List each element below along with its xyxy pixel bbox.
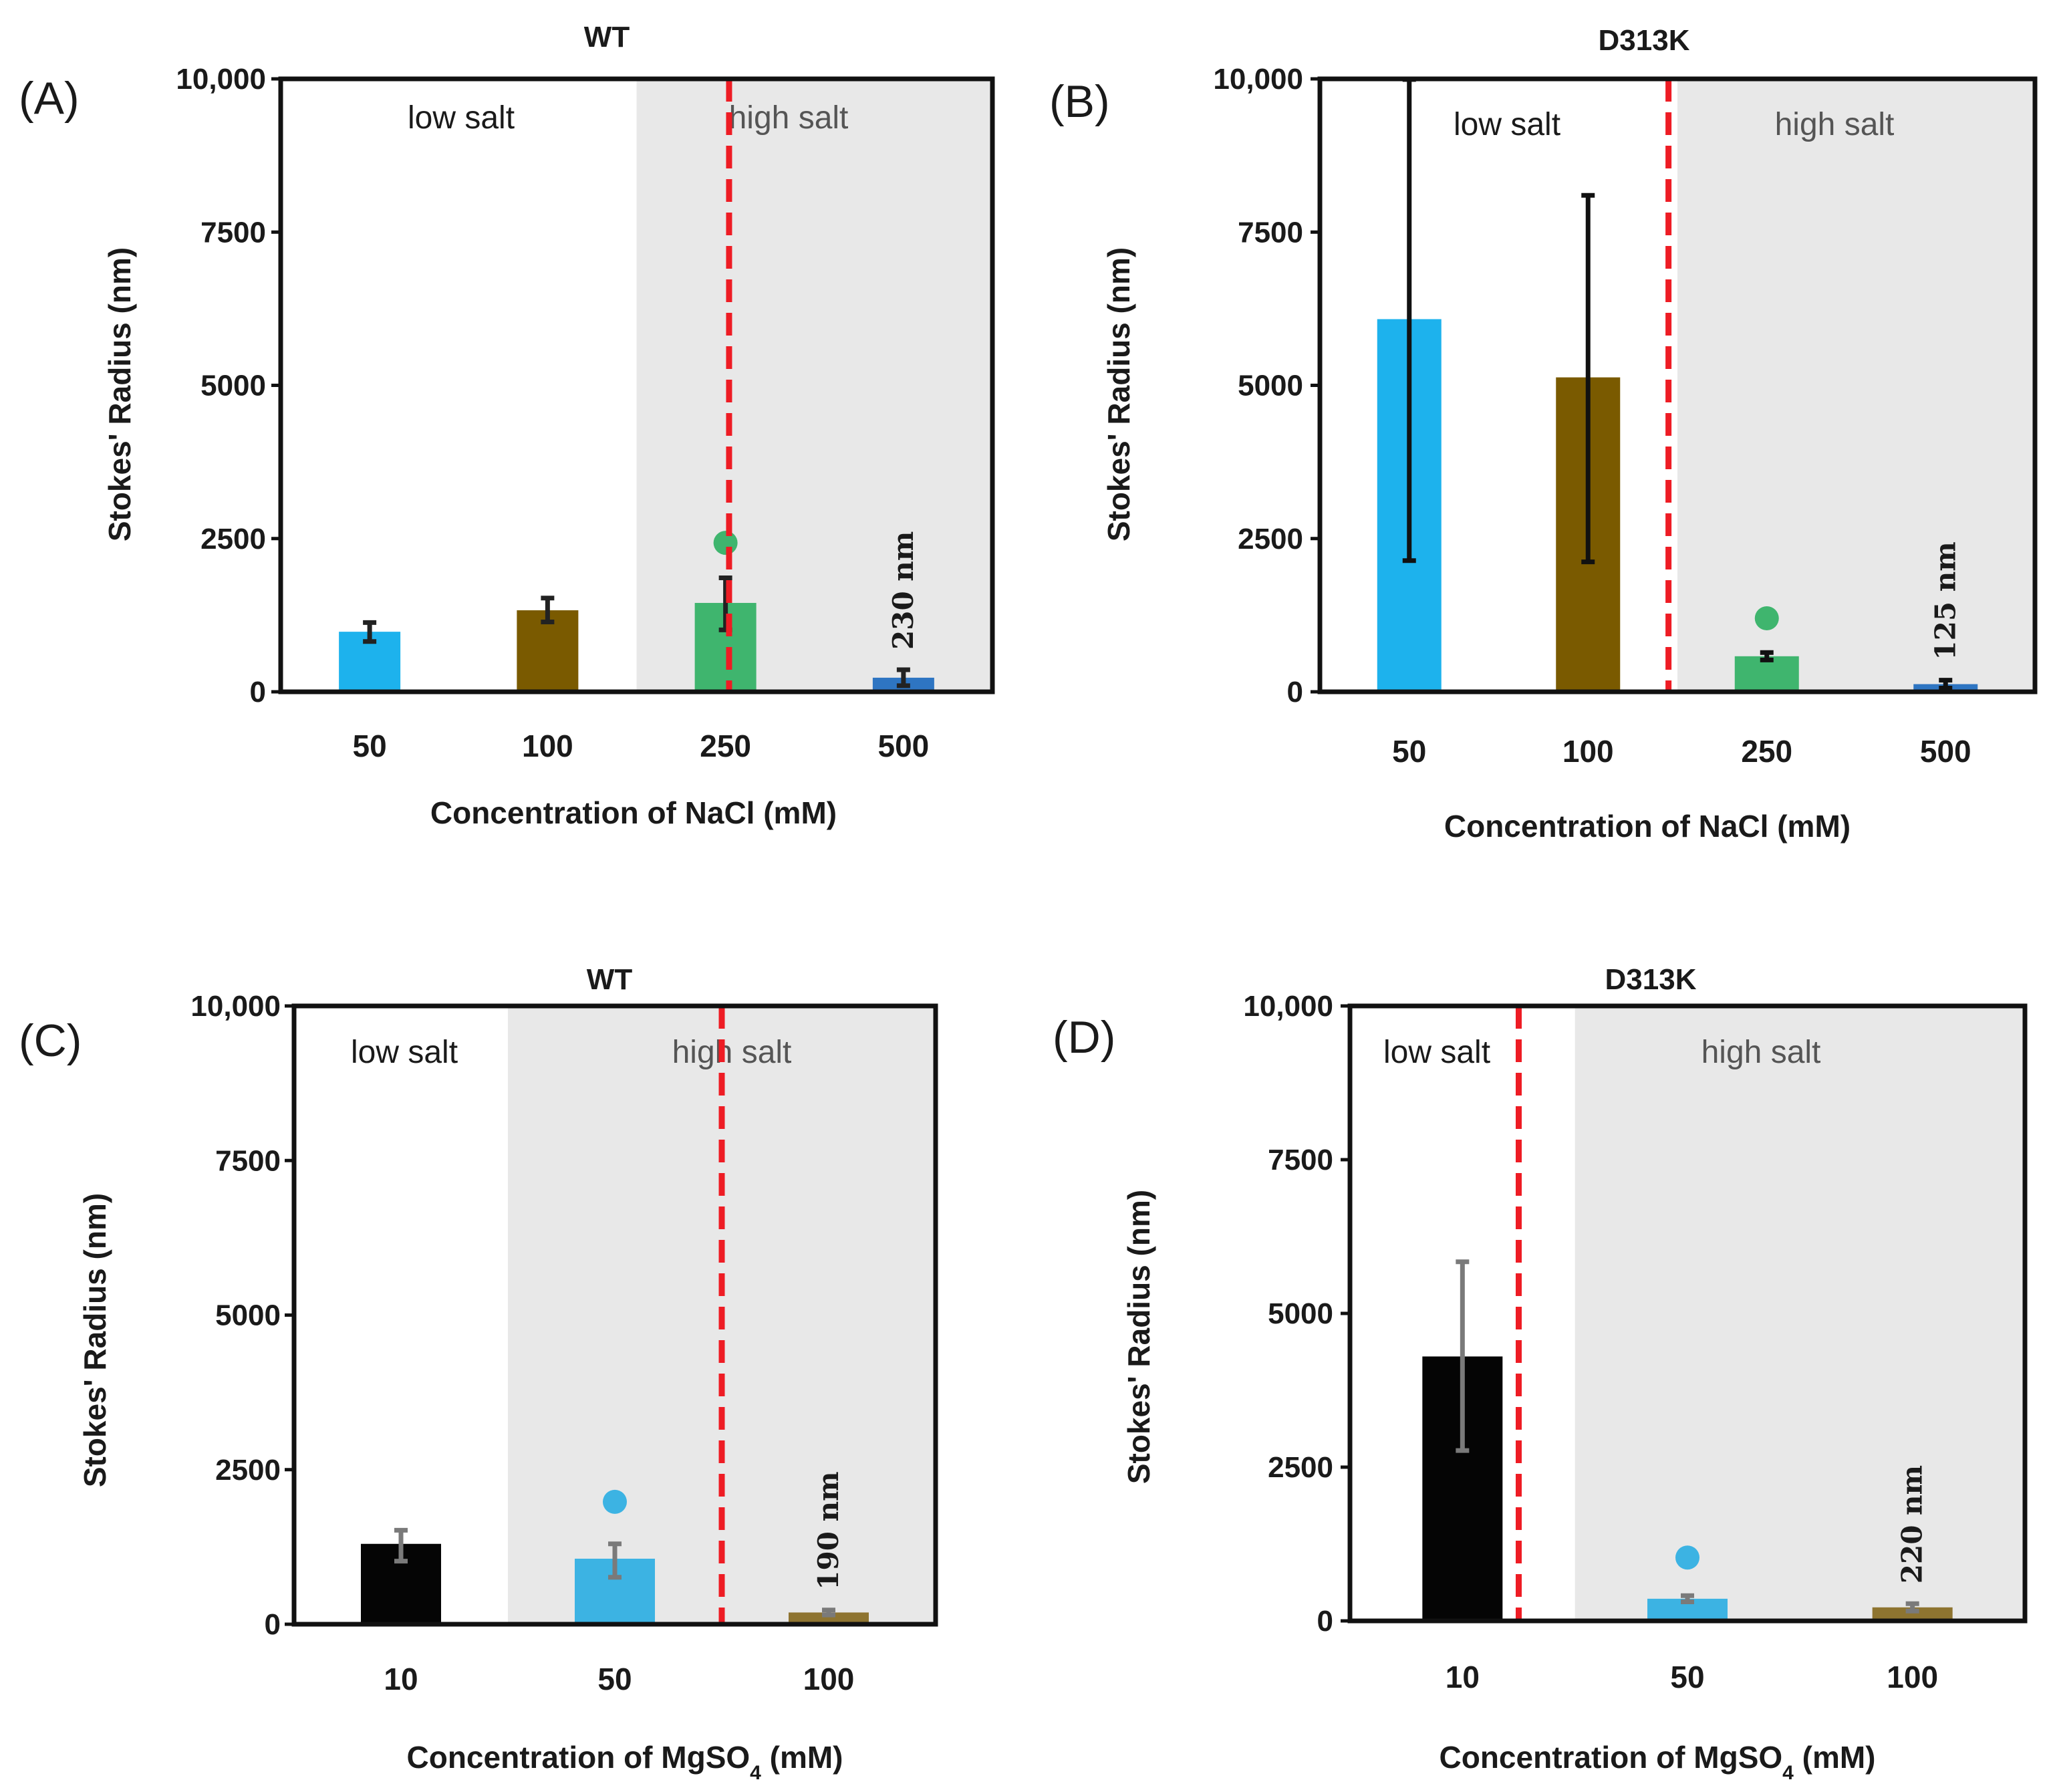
panel-b-y-tick-label-1: 2500 bbox=[1238, 523, 1303, 555]
panel-b-x-tick-label-500: 500 bbox=[1920, 734, 1971, 769]
panel-a-error-bar-100 bbox=[541, 596, 555, 624]
panel-a-label: (A) bbox=[19, 73, 80, 124]
panel-b: (B) D313K Stokes' Radius (nm) Concentrat… bbox=[1049, 24, 2038, 844]
panel-b-y-tick-label-3: 7500 bbox=[1238, 216, 1303, 249]
panel-c-error-bar-10 bbox=[394, 1527, 408, 1564]
panel-d-x-axis-label: Concentration of MgSO4 (mM) bbox=[1440, 1740, 1876, 1784]
panel-a-annotation: 230 nm bbox=[887, 531, 920, 650]
panel-a-title: WT bbox=[584, 21, 630, 53]
panel-a-low-salt-label: low salt bbox=[408, 100, 515, 136]
panel-c-bar-100 bbox=[789, 1612, 869, 1624]
panel-b-x-axis-label: Concentration of NaCl (mM) bbox=[1444, 809, 1851, 844]
panel-b-error-bar-100 bbox=[1581, 193, 1595, 565]
panel-c-label: (C) bbox=[19, 1015, 82, 1066]
panel-d-bar-100 bbox=[1872, 1607, 1953, 1621]
panel-a-y-tick-label-1: 2500 bbox=[200, 523, 266, 555]
panel-c: (C) WT Stokes' Radius (nm) Concentration… bbox=[19, 963, 938, 1784]
panel-c-x-axis-label: Concentration of MgSO4 (mM) bbox=[407, 1740, 843, 1784]
panel-d-x-tick-label-10: 10 bbox=[1446, 1660, 1480, 1694]
panel-c-error-bar-50 bbox=[608, 1541, 622, 1580]
panel-d-error-bar-10 bbox=[1456, 1259, 1470, 1453]
panel-a-x-tick-label-50: 50 bbox=[353, 729, 387, 763]
panel-b-high-salt-label: high salt bbox=[1775, 107, 1895, 142]
panel-d-annotation: 220 nm bbox=[1896, 1465, 1929, 1583]
panel-d-y-tick-label-4: 10,000 bbox=[1243, 990, 1333, 1023]
panel-a-high-salt-region bbox=[636, 79, 992, 692]
panel-a-plot-area: low salt high salt 230 nm 0 2500 5000 7500 10,0… bbox=[176, 63, 995, 763]
panel-a-x-tick-label-250: 250 bbox=[700, 729, 751, 763]
panel-b-x-tick-label-100: 100 bbox=[1562, 734, 1614, 769]
panel-a-significance-marker bbox=[713, 531, 738, 555]
panel-a-x-tick-label-100: 100 bbox=[522, 729, 573, 763]
panel-a-y-tick-label-0: 0 bbox=[250, 676, 266, 709]
panel-a-x-axis-label: Concentration of NaCl (mM) bbox=[430, 795, 837, 830]
panel-b-label: (B) bbox=[1049, 76, 1110, 127]
panel-c-plot-area: low salt high salt 190 nm 0 2500 5000 7500 10,0… bbox=[190, 990, 938, 1696]
panel-c-annotation: 190 nm bbox=[812, 1471, 845, 1589]
panel-b-x-tick-label-250: 250 bbox=[1741, 734, 1792, 769]
panel-c-y-tick-label-3: 7500 bbox=[215, 1144, 281, 1177]
panel-d-label: (D) bbox=[1053, 1012, 1115, 1063]
panel-d-y-tick-label-3: 7500 bbox=[1268, 1144, 1333, 1176]
panel-d-error-bar-50 bbox=[1681, 1593, 1694, 1604]
panel-a-error-bar-50 bbox=[363, 620, 377, 644]
panel-a-y-axis-label: Stokes' Radius (nm) bbox=[102, 247, 137, 541]
panel-d-high-salt-region bbox=[1575, 1006, 2025, 1621]
panel-a-y-tick-label-2: 5000 bbox=[200, 370, 266, 402]
panel-c-significance-marker bbox=[603, 1489, 627, 1514]
panel-d-x-tick-label-50: 50 bbox=[1670, 1660, 1704, 1694]
panel-b-title: D313K bbox=[1599, 24, 1690, 57]
panel-c-error-bar-100 bbox=[822, 1608, 835, 1618]
panel-a-high-salt-label: high salt bbox=[729, 100, 849, 136]
panel-b-error-bar-250 bbox=[1760, 650, 1774, 662]
panel-c-title: WT bbox=[587, 963, 633, 996]
panel-c-y-tick-label-1: 2500 bbox=[215, 1454, 281, 1487]
panel-c-y-tick-label-4: 10,000 bbox=[190, 990, 281, 1023]
panel-c-y-tick-label-2: 5000 bbox=[215, 1299, 281, 1332]
panel-b-y-tick-label-2: 5000 bbox=[1238, 370, 1303, 402]
panel-a-x-tick-label-500: 500 bbox=[878, 729, 930, 763]
panel-b-low-salt-label: low salt bbox=[1454, 107, 1560, 142]
panel-c-y-tick-label-0: 0 bbox=[265, 1608, 281, 1641]
panel-a-error-bar-500 bbox=[896, 667, 910, 688]
panel-d-high-salt-label: high salt bbox=[1701, 1035, 1821, 1070]
panel-b-error-bar-500 bbox=[1939, 678, 1953, 690]
panel-a-y-tick-label-4: 10,000 bbox=[176, 63, 266, 96]
panel-d-error-bar-100 bbox=[1905, 1601, 1919, 1614]
panel-c-x-tick-label-100: 100 bbox=[803, 1662, 855, 1696]
panel-b-y-tick-label-4: 10,000 bbox=[1213, 63, 1303, 96]
panel-b-y-axis-label: Stokes' Radius (nm) bbox=[1101, 247, 1136, 541]
panel-a-y-tick-label-3: 7500 bbox=[200, 216, 266, 249]
panel-c-low-salt-label: low salt bbox=[351, 1035, 458, 1070]
panel-a: (A) WT Stokes' Radius (nm) Concentration… bbox=[19, 21, 995, 830]
panel-d-title: D313K bbox=[1605, 963, 1697, 996]
panel-d-y-axis-label: Stokes' Radius (nm) bbox=[1121, 1190, 1156, 1484]
panel-b-high-salt-region bbox=[1677, 79, 2035, 692]
panel-d-x-tick-label-100: 100 bbox=[1887, 1660, 1938, 1694]
panel-c-y-axis-label: Stokes' Radius (nm) bbox=[78, 1193, 112, 1487]
panel-b-annotation: 125 nm bbox=[1929, 541, 1961, 660]
panel-b-x-tick-label-50: 50 bbox=[1392, 734, 1426, 769]
panel-c-x-tick-label-10: 10 bbox=[384, 1662, 418, 1696]
panel-d-significance-marker bbox=[1675, 1545, 1699, 1570]
panel-c-high-salt-label: high salt bbox=[672, 1035, 792, 1070]
panel-d-y-tick-label-0: 0 bbox=[1317, 1605, 1333, 1638]
panel-d-y-tick-label-2: 5000 bbox=[1268, 1297, 1333, 1330]
panel-b-plot-area: low salt high salt 125 nm 0 2500 5000 7500 10,0… bbox=[1213, 63, 2038, 769]
panel-b-y-tick-label-0: 0 bbox=[1287, 676, 1303, 709]
panel-c-x-tick-label-50: 50 bbox=[597, 1662, 632, 1696]
panel-d-low-salt-label: low salt bbox=[1383, 1035, 1490, 1070]
panel-d: (D) D313K Stokes' Radius (nm) Concentrat… bbox=[1053, 963, 2028, 1784]
panel-d-plot-area: low salt high salt 220 nm 0 2500 5000 7500 10,0… bbox=[1243, 990, 2028, 1694]
panel-b-significance-marker bbox=[1754, 606, 1779, 630]
panel-d-y-tick-label-1: 2500 bbox=[1268, 1451, 1333, 1484]
